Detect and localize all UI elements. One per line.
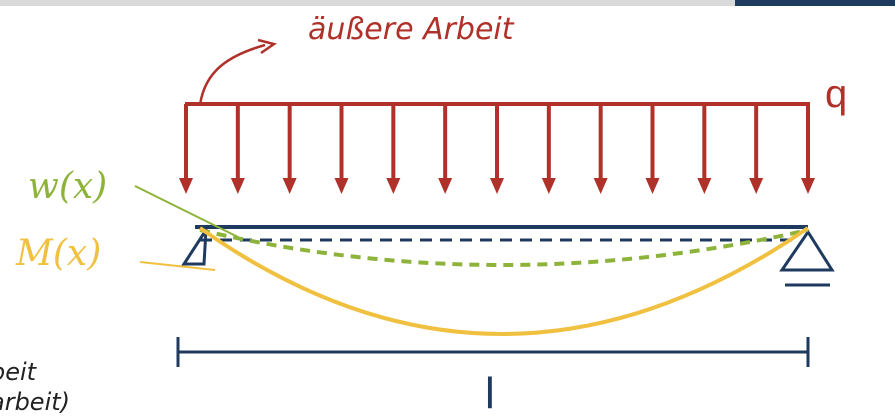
load-symbol: q [825, 72, 847, 116]
top-bar [0, 0, 735, 6]
load-arrow-head [749, 178, 764, 194]
load-arrows [179, 104, 815, 194]
load-arrow-head [179, 178, 193, 194]
load-arrow-head [801, 178, 815, 194]
load-arrow-head [593, 178, 608, 194]
side-note-line1: beit [0, 358, 38, 386]
deflection-label: w(x) [28, 166, 107, 207]
deflection-curve [199, 228, 809, 267]
moment-leader [139, 261, 216, 271]
left-support [181, 224, 208, 266]
load-arrow-head [230, 178, 245, 194]
load-arrow-head [438, 178, 453, 194]
moment-curve [198, 226, 810, 336]
load-arrow-head [282, 178, 297, 194]
deflection-leader [134, 185, 239, 238]
load-arrow-head [386, 178, 401, 194]
right-support [779, 229, 835, 272]
moment-label: M(x) [15, 233, 101, 274]
top-bar-accent [735, 0, 895, 6]
annotation-arrow [198, 43, 266, 106]
annotation-text: äußere Arbeit [308, 12, 515, 47]
side-note-line2: arbeit) [0, 388, 70, 416]
load-arrow-head [334, 178, 349, 194]
load-arrow-head [541, 178, 556, 194]
load-arrow-head [697, 178, 712, 194]
annotation-arrowhead [257, 38, 277, 55]
load-arrow-head [490, 178, 504, 194]
span-label: l [485, 369, 495, 417]
load-arrow-head [645, 178, 660, 194]
